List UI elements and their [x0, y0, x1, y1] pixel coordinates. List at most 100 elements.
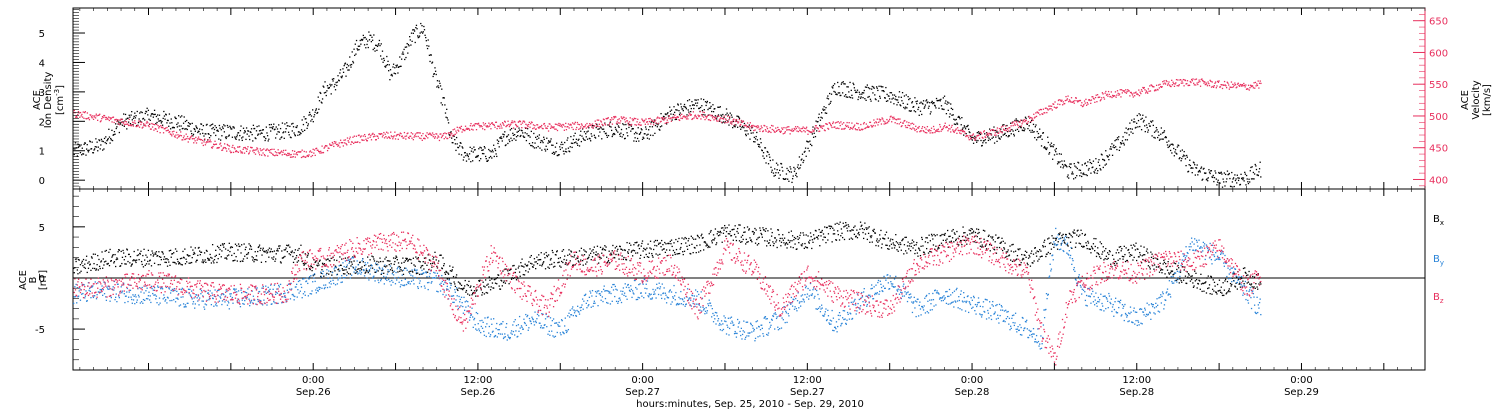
density-point [830, 101, 831, 102]
density-point [348, 65, 349, 66]
density-point [337, 75, 338, 76]
density-point [686, 114, 687, 115]
density-point [1202, 179, 1203, 180]
velocity-point [313, 149, 314, 150]
density-point [185, 128, 186, 129]
bx-point [153, 255, 154, 256]
velocity-point [1074, 103, 1075, 104]
bx-point [810, 236, 811, 237]
velocity-point [468, 128, 469, 129]
velocity-point [1116, 94, 1117, 95]
density-point [509, 141, 510, 142]
density-point [1085, 162, 1086, 163]
velocity-point [647, 124, 648, 125]
bx-point [641, 243, 642, 244]
density-point [634, 137, 635, 138]
bx-point [856, 236, 857, 237]
density-point [615, 129, 616, 130]
velocity-point [204, 138, 205, 139]
bx-point [833, 230, 834, 231]
density-point [1055, 151, 1056, 152]
velocity-point [759, 131, 760, 132]
bx-point [216, 262, 217, 263]
density-point [639, 133, 640, 134]
density-point [1046, 149, 1047, 150]
velocity-point [952, 129, 953, 130]
bx-point [730, 231, 731, 232]
density-point [928, 106, 929, 107]
density-point [968, 129, 969, 130]
density-point [1171, 144, 1172, 145]
density-point [854, 90, 855, 91]
bx-point [835, 224, 836, 225]
density-point [1125, 139, 1126, 140]
density-point [201, 124, 202, 125]
density-point [259, 130, 260, 131]
velocity-point [321, 145, 322, 146]
bx-point [530, 263, 531, 264]
bx-point [546, 252, 547, 253]
density-point [597, 129, 598, 130]
density-point [817, 121, 818, 122]
density-point [274, 129, 275, 130]
density-point [721, 115, 722, 116]
velocity-point [153, 124, 154, 125]
density-point [909, 98, 910, 99]
velocity-point [934, 129, 935, 130]
velocity-point [577, 124, 578, 125]
bx-point [306, 256, 307, 257]
bx-point [608, 260, 609, 261]
density-point [214, 125, 215, 126]
velocity-point [191, 135, 192, 136]
velocity-point [111, 121, 112, 122]
density-point [626, 132, 627, 133]
density-point [306, 122, 307, 123]
velocity-point [340, 140, 341, 141]
bx-point [621, 255, 622, 256]
density-point [280, 128, 281, 129]
density-point [846, 96, 847, 97]
velocity-point [505, 121, 506, 122]
density-point [263, 129, 264, 130]
density-point [749, 139, 750, 140]
density-point [867, 84, 868, 85]
bx-point [767, 230, 768, 231]
bx-point [312, 267, 313, 268]
density-point [1139, 126, 1140, 127]
bx-point [87, 263, 88, 264]
bx-point [581, 248, 582, 249]
velocity-point [92, 117, 93, 118]
density-point [243, 132, 244, 133]
density-point [586, 136, 587, 137]
velocity-point [738, 121, 739, 122]
velocity-point [1038, 112, 1039, 113]
bx-point [846, 228, 847, 229]
density-point [824, 109, 825, 110]
density-point [461, 154, 462, 155]
velocity-point [1071, 97, 1072, 98]
velocity-point [780, 132, 781, 133]
velocity-point [1122, 92, 1123, 93]
bx-point [263, 248, 264, 249]
bx-point [684, 251, 685, 252]
velocity-point [853, 126, 854, 127]
bx-point [676, 249, 677, 250]
density-point [723, 121, 724, 122]
bx-point [504, 280, 505, 281]
density-point [901, 97, 902, 98]
velocity-point [315, 155, 316, 156]
velocity-point [666, 122, 667, 123]
velocity-point [971, 138, 972, 139]
density-point [896, 99, 897, 100]
density-point [943, 109, 944, 110]
density-point [1037, 137, 1038, 138]
bx-point [778, 234, 779, 235]
density-point [444, 104, 445, 105]
density-point [153, 114, 154, 115]
density-point [1136, 123, 1137, 124]
bx-point [533, 264, 534, 265]
velocity-point [361, 135, 362, 136]
bx-point [494, 279, 495, 280]
velocity-point [175, 134, 176, 135]
bx-point [796, 248, 797, 249]
